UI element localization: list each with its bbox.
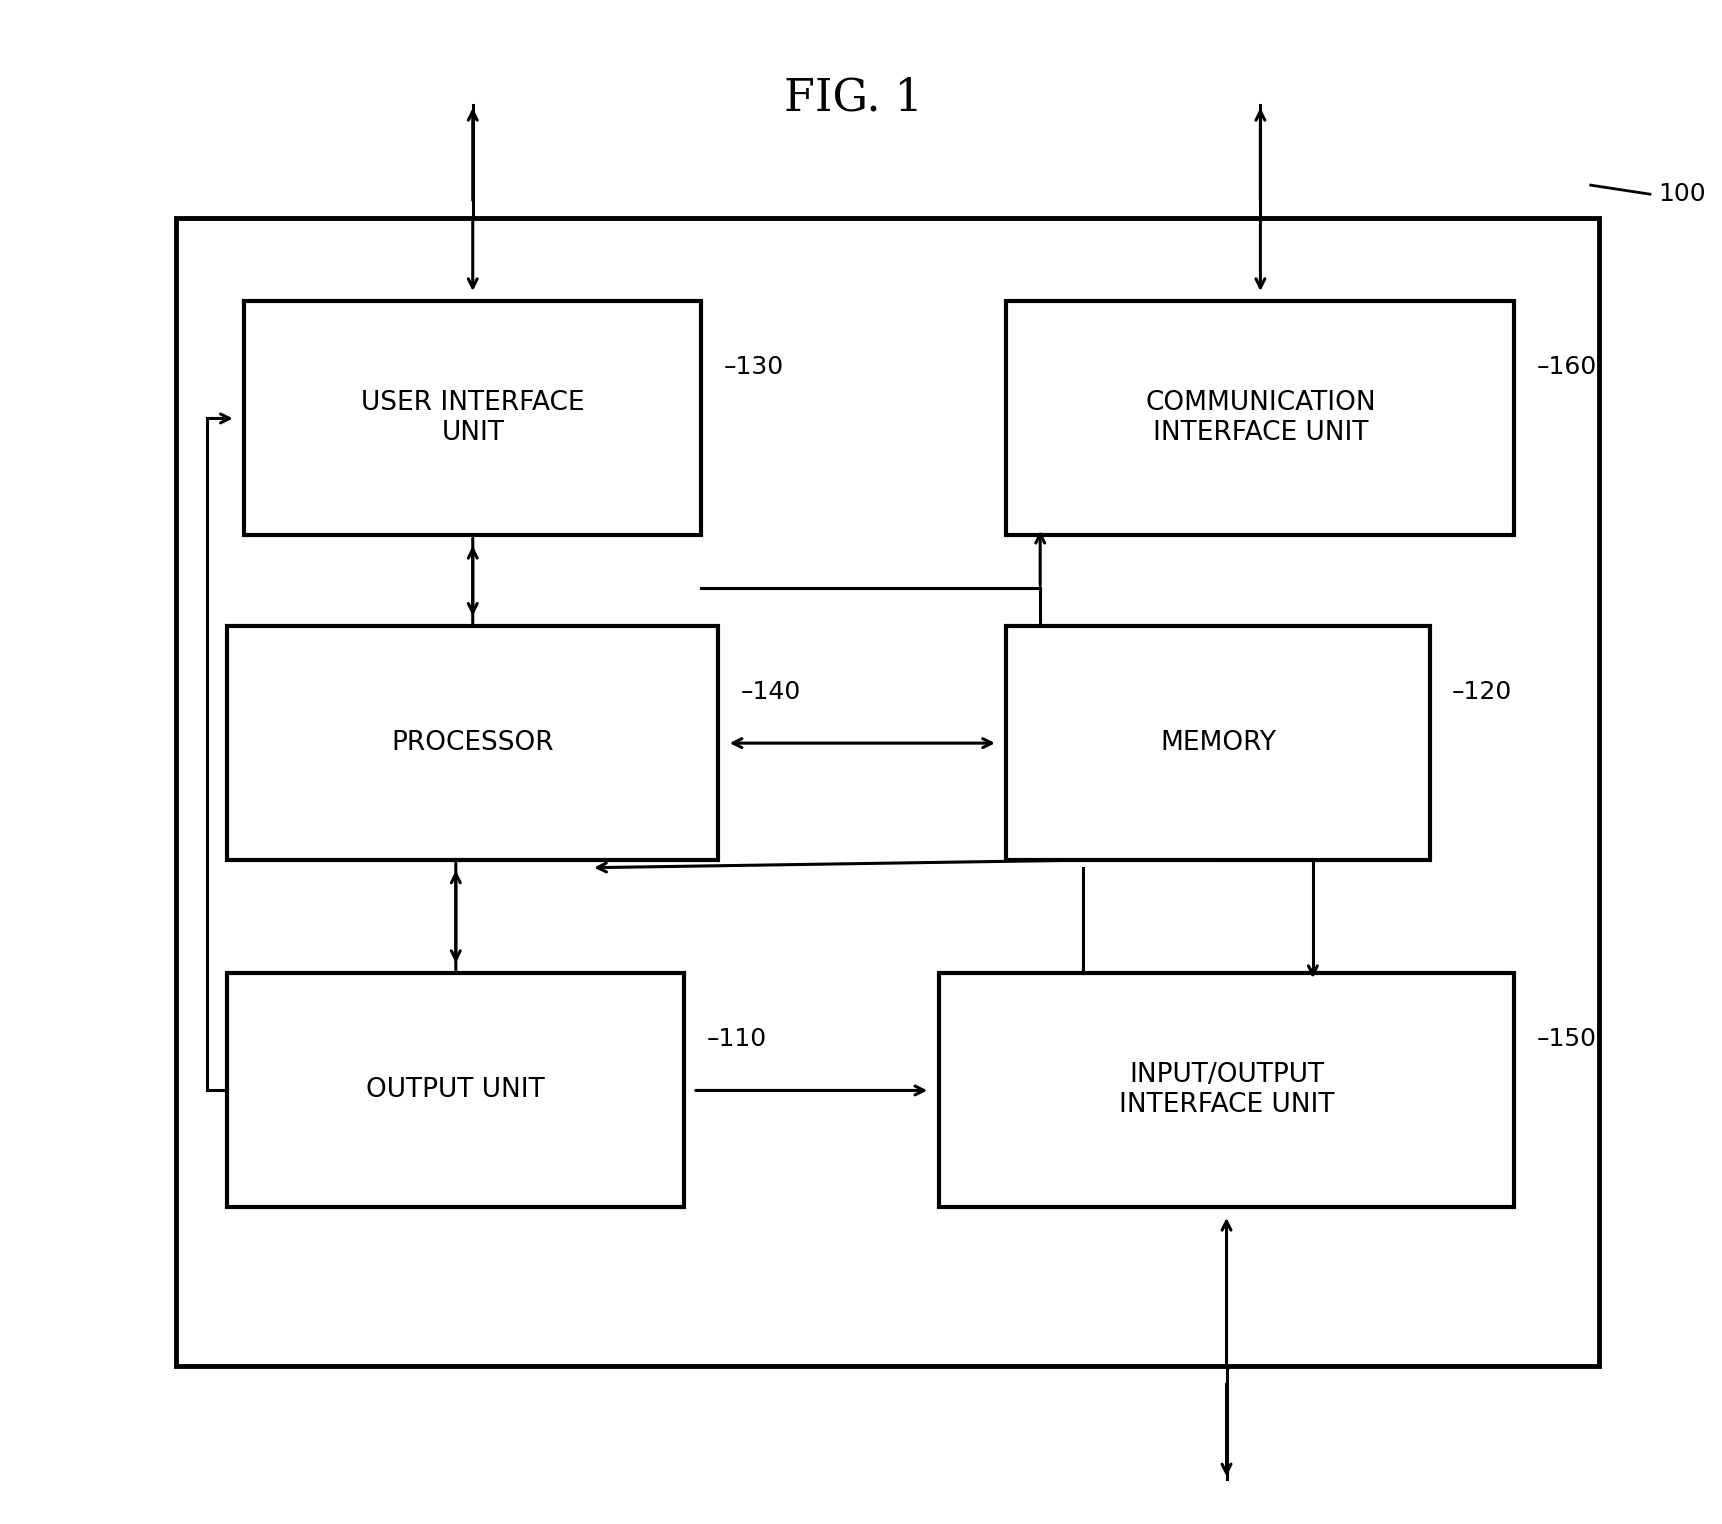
Text: –120: –120 [1452, 680, 1512, 704]
Text: MEMORY: MEMORY [1161, 730, 1276, 756]
Text: COMMUNICATION
INTERFACE UNIT: COMMUNICATION INTERFACE UNIT [1145, 390, 1376, 447]
Text: FIG. 1: FIG. 1 [785, 76, 923, 119]
Text: USER INTERFACE
UNIT: USER INTERFACE UNIT [362, 390, 584, 447]
Text: OUTPUT UNIT: OUTPUT UNIT [367, 1077, 546, 1103]
Bar [227, 974, 684, 1207]
Text: 100: 100 [1658, 183, 1707, 206]
Text: –140: –140 [740, 680, 801, 704]
Bar [176, 218, 1600, 1366]
Text: PROCESSOR: PROCESSOR [391, 730, 554, 756]
Text: INPUT/OUTPUT
INTERFACE UNIT: INPUT/OUTPUT INTERFACE UNIT [1119, 1062, 1335, 1119]
Bar [227, 626, 718, 860]
Text: –130: –130 [723, 355, 784, 379]
Bar [1006, 302, 1514, 535]
Bar [245, 302, 701, 535]
Bar [1006, 626, 1429, 860]
Text: –150: –150 [1536, 1027, 1596, 1052]
Text: –160: –160 [1536, 355, 1596, 379]
Text: –110: –110 [706, 1027, 766, 1052]
Bar [938, 974, 1514, 1207]
